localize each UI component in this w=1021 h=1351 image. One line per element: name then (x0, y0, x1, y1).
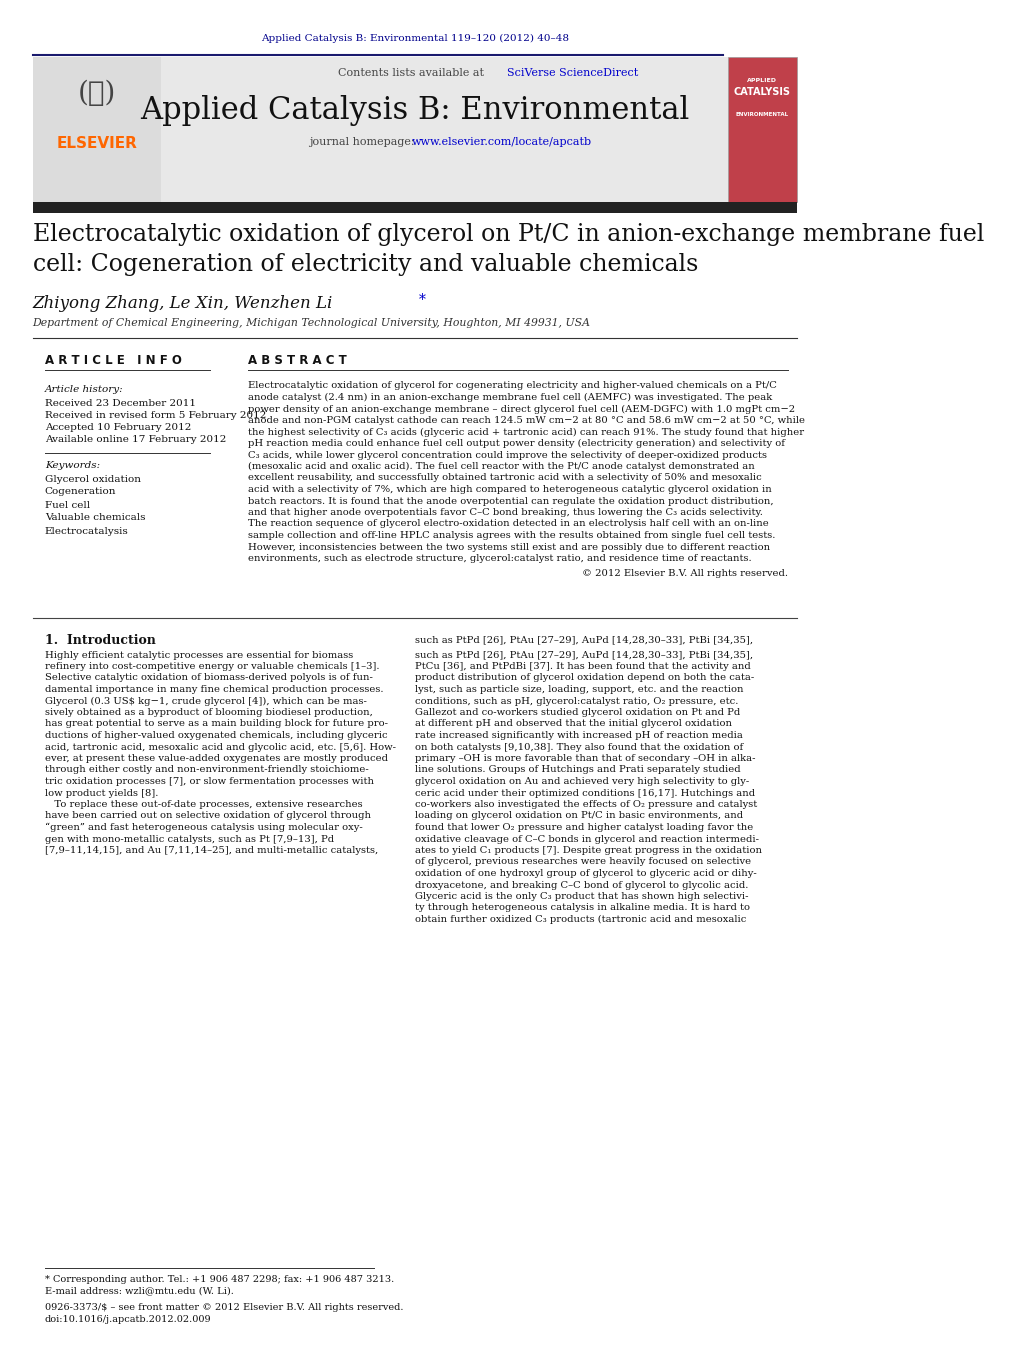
Text: ceric acid under their optimized conditions [16,17]. Hutchings and: ceric acid under their optimized conditi… (416, 789, 756, 797)
Text: conditions, such as pH, glycerol:catalyst ratio, O₂ pressure, etc.: conditions, such as pH, glycerol:catalys… (416, 697, 739, 705)
Text: damental importance in many fine chemical production processes.: damental importance in many fine chemica… (45, 685, 383, 694)
Text: Zhiyong Zhang, Le Xin, Wenzhen Li: Zhiyong Zhang, Le Xin, Wenzhen Li (33, 295, 333, 312)
Text: Department of Chemical Engineering, Michigan Technological University, Houghton,: Department of Chemical Engineering, Mich… (33, 317, 590, 328)
Text: anode and non-PGM catalyst cathode can reach 124.5 mW cm−2 at 80 °C and 58.6 mW : anode and non-PGM catalyst cathode can r… (248, 416, 805, 426)
Text: tric oxidation processes [7], or slow fermentation processes with: tric oxidation processes [7], or slow fe… (45, 777, 374, 786)
Text: batch reactors. It is found that the anode overpotential can regulate the oxidat: batch reactors. It is found that the ano… (248, 497, 774, 505)
Text: line solutions. Groups of Hutchings and Prati separately studied: line solutions. Groups of Hutchings and … (416, 766, 741, 774)
Text: journal homepage:: journal homepage: (309, 136, 418, 147)
Text: C₃ acids, while lower glycerol concentration could improve the selectivity of de: C₃ acids, while lower glycerol concentra… (248, 450, 767, 459)
Text: Valuable chemicals: Valuable chemicals (45, 513, 145, 523)
Text: ever, at present these value-added oxygenates are mostly produced: ever, at present these value-added oxyge… (45, 754, 388, 763)
Text: through either costly and non-environment-friendly stoichiome-: through either costly and non-environmen… (45, 766, 369, 774)
Text: Gallezot and co-workers studied glycerol oxidation on Pt and Pd: Gallezot and co-workers studied glycerol… (416, 708, 740, 717)
Text: co-workers also investigated the effects of O₂ pressure and catalyst: co-workers also investigated the effects… (416, 800, 758, 809)
Text: A R T I C L E   I N F O: A R T I C L E I N F O (45, 354, 182, 366)
Text: Applied Catalysis B: Environmental 119–120 (2012) 40–48: Applied Catalysis B: Environmental 119–1… (261, 34, 570, 43)
Text: Fuel cell: Fuel cell (45, 500, 90, 509)
Bar (33, 57, 728, 203)
Text: To replace these out-of-date processes, extensive researches: To replace these out-of-date processes, … (45, 800, 362, 809)
Text: APPLIED: APPLIED (747, 77, 777, 82)
Text: 1.  Introduction: 1. Introduction (45, 634, 155, 647)
Text: sively obtained as a byproduct of blooming biodiesel production,: sively obtained as a byproduct of bloomi… (45, 708, 373, 717)
Text: oxidation of one hydroxyl group of glycerol to glyceric acid or dihy-: oxidation of one hydroxyl group of glyce… (416, 869, 758, 878)
Text: cell: Cogeneration of electricity and valuable chemicals: cell: Cogeneration of electricity and va… (33, 253, 698, 276)
Text: on both catalysts [9,10,38]. They also found that the oxidation of: on both catalysts [9,10,38]. They also f… (416, 743, 743, 751)
Text: pH reaction media could enhance fuel cell output power density (electricity gene: pH reaction media could enhance fuel cel… (248, 439, 785, 449)
Text: acid with a selectivity of 7%, which are high compared to heterogeneous catalyti: acid with a selectivity of 7%, which are… (248, 485, 772, 494)
Text: loading on glycerol oxidation on Pt/C in basic environments, and: loading on glycerol oxidation on Pt/C in… (416, 812, 743, 820)
Text: However, inconsistencies between the two systems still exist and are possibly du: However, inconsistencies between the two… (248, 543, 770, 551)
Text: Contents lists available at: Contents lists available at (338, 68, 488, 78)
Text: lyst, such as particle size, loading, support, etc. and the reaction: lyst, such as particle size, loading, su… (416, 685, 744, 694)
Text: Electrocatalytic oxidation of glycerol on Pt/C in anion-exchange membrane fuel: Electrocatalytic oxidation of glycerol o… (33, 223, 984, 246)
Text: “green” and fast heterogeneous catalysis using molecular oxy-: “green” and fast heterogeneous catalysis… (45, 823, 362, 832)
Text: Glycerol oxidation: Glycerol oxidation (45, 474, 141, 484)
Text: such as PtPd [26], PtAu [27–29], AuPd [14,28,30–33], PtBi [34,35],: such as PtPd [26], PtAu [27–29], AuPd [1… (416, 650, 753, 659)
Text: at different pH and observed that the initial glycerol oxidation: at different pH and observed that the in… (416, 720, 732, 728)
Text: E-mail address: wzli@mtu.edu (W. Li).: E-mail address: wzli@mtu.edu (W. Li). (45, 1286, 234, 1296)
Text: (mesoxalic acid and oxalic acid). The fuel cell reactor with the Pt/C anode cata: (mesoxalic acid and oxalic acid). The fu… (248, 462, 755, 471)
Text: environments, such as electrode structure, glycerol:catalyst ratio, and residenc: environments, such as electrode structur… (248, 554, 751, 563)
Text: sample collection and off-line HPLC analysis agrees with the results obtained fr: sample collection and off-line HPLC anal… (248, 531, 775, 540)
Text: PtCu [36], and PtPdBi [37]. It has been found that the activity and: PtCu [36], and PtPdBi [37]. It has been … (416, 662, 751, 671)
Text: oxidative cleavage of C–C bonds in glycerol and reaction intermedi-: oxidative cleavage of C–C bonds in glyce… (416, 835, 760, 843)
Text: Available online 17 February 2012: Available online 17 February 2012 (45, 435, 226, 444)
Text: of glycerol, previous researches were heavily focused on selective: of glycerol, previous researches were he… (416, 858, 751, 866)
Text: has great potential to serve as a main building block for future pro-: has great potential to serve as a main b… (45, 720, 388, 728)
Text: A B S T R A C T: A B S T R A C T (248, 354, 347, 366)
Bar (728, 57, 797, 203)
Text: Article history:: Article history: (45, 385, 124, 394)
Text: such as PtPd [26], PtAu [27–29], AuPd [14,28,30–33], PtBi [34,35],: such as PtPd [26], PtAu [27–29], AuPd [1… (416, 635, 753, 644)
Text: ENVIRONMENTAL: ENVIRONMENTAL (736, 112, 789, 118)
Text: 0926-3373/$ – see front matter © 2012 Elsevier B.V. All rights reserved.: 0926-3373/$ – see front matter © 2012 El… (45, 1304, 403, 1313)
Text: glycerol oxidation on Au and achieved very high selectivity to gly-: glycerol oxidation on Au and achieved ve… (416, 777, 749, 786)
Text: ty through heterogeneous catalysis in alkaline media. It is hard to: ty through heterogeneous catalysis in al… (416, 904, 750, 912)
Text: low product yields [8].: low product yields [8]. (45, 789, 158, 797)
Text: found that lower O₂ pressure and higher catalyst loading favor the: found that lower O₂ pressure and higher … (416, 823, 753, 832)
Text: power density of an anion-exchange membrane – direct glycerol fuel cell (AEM-DGF: power density of an anion-exchange membr… (248, 404, 795, 413)
Text: * Corresponding author. Tel.: +1 906 487 2298; fax: +1 906 487 3213.: * Corresponding author. Tel.: +1 906 487… (45, 1274, 394, 1283)
Text: and that higher anode overpotentials favor C–C bond breaking, thus lowering the : and that higher anode overpotentials fav… (248, 508, 763, 517)
Text: primary –OH is more favorable than that of secondary –OH in alka-: primary –OH is more favorable than that … (416, 754, 756, 763)
Text: Keywords:: Keywords: (45, 462, 100, 470)
Text: obtain further oxidized C₃ products (tartronic acid and mesoxalic: obtain further oxidized C₃ products (tar… (416, 915, 746, 924)
Text: ELSEVIER: ELSEVIER (56, 135, 137, 150)
Text: the highest selectivity of C₃ acids (glyceric acid + tartronic acid) can reach 9: the highest selectivity of C₃ acids (gly… (248, 427, 805, 436)
Text: Electrocatalytic oxidation of glycerol for cogenerating electricity and higher-v: Electrocatalytic oxidation of glycerol f… (248, 381, 777, 390)
Text: Glyceric acid is the only C₃ product that has shown high selectivi-: Glyceric acid is the only C₃ product tha… (416, 892, 748, 901)
Text: Applied Catalysis B: Environmental: Applied Catalysis B: Environmental (140, 95, 689, 126)
Text: Selective catalytic oxidation of biomass-derived polyols is of fun-: Selective catalytic oxidation of biomass… (45, 674, 373, 682)
Text: doi:10.1016/j.apcatb.2012.02.009: doi:10.1016/j.apcatb.2012.02.009 (45, 1316, 211, 1324)
Text: acid, tartronic acid, mesoxalic acid and glycolic acid, etc. [5,6]. How-: acid, tartronic acid, mesoxalic acid and… (45, 743, 396, 751)
Text: Electrocatalysis: Electrocatalysis (45, 527, 129, 535)
Text: CATALYSIS: CATALYSIS (734, 86, 791, 97)
Bar (33, 203, 797, 213)
Text: The reaction sequence of glycerol electro-oxidation detected in an electrolysis : The reaction sequence of glycerol electr… (248, 520, 769, 528)
Text: rate increased significantly with increased pH of reaction media: rate increased significantly with increa… (416, 731, 743, 740)
Text: Cogeneration: Cogeneration (45, 488, 116, 497)
Bar (33, 57, 161, 203)
Text: www.elsevier.com/locate/apcatb: www.elsevier.com/locate/apcatb (412, 136, 592, 147)
Text: ductions of higher-valued oxygenated chemicals, including glyceric: ductions of higher-valued oxygenated che… (45, 731, 387, 740)
Text: Received in revised form 5 February 2012: Received in revised form 5 February 2012 (45, 412, 266, 420)
Text: anode catalyst (2.4 nm) in an anion-exchange membrane fuel cell (AEMFC) was inve: anode catalyst (2.4 nm) in an anion-exch… (248, 393, 772, 403)
Text: © 2012 Elsevier B.V. All rights reserved.: © 2012 Elsevier B.V. All rights reserved… (582, 570, 788, 578)
Text: SciVerse ScienceDirect: SciVerse ScienceDirect (507, 68, 638, 78)
Text: excellent reusability, and successfully obtained tartronic acid with a selectivi: excellent reusability, and successfully … (248, 473, 762, 482)
Text: droxyacetone, and breaking C–C bond of glycerol to glycolic acid.: droxyacetone, and breaking C–C bond of g… (416, 881, 748, 889)
Text: (ℓ): (ℓ) (78, 80, 116, 107)
Text: gen with mono-metallic catalysts, such as Pt [7,9–13], Pd: gen with mono-metallic catalysts, such a… (45, 835, 334, 843)
Text: product distribution of glycerol oxidation depend on both the cata-: product distribution of glycerol oxidati… (416, 674, 755, 682)
Text: [7,9–11,14,15], and Au [7,11,14–25], and multi-metallic catalysts,: [7,9–11,14,15], and Au [7,11,14–25], and… (45, 846, 378, 855)
Text: ates to yield C₁ products [7]. Despite great progress in the oxidation: ates to yield C₁ products [7]. Despite g… (416, 846, 763, 855)
Text: have been carried out on selective oxidation of glycerol through: have been carried out on selective oxida… (45, 812, 371, 820)
Text: *: * (419, 293, 426, 307)
Text: Received 23 December 2011: Received 23 December 2011 (45, 400, 196, 408)
Text: Accepted 10 February 2012: Accepted 10 February 2012 (45, 423, 191, 432)
Text: Highly efficient catalytic processes are essential for biomass: Highly efficient catalytic processes are… (45, 650, 353, 659)
Text: Glycerol (0.3 US$ kg−1, crude glycerol [4]), which can be mas-: Glycerol (0.3 US$ kg−1, crude glycerol [… (45, 696, 367, 705)
Text: refinery into cost-competitive energy or valuable chemicals [1–3].: refinery into cost-competitive energy or… (45, 662, 379, 671)
